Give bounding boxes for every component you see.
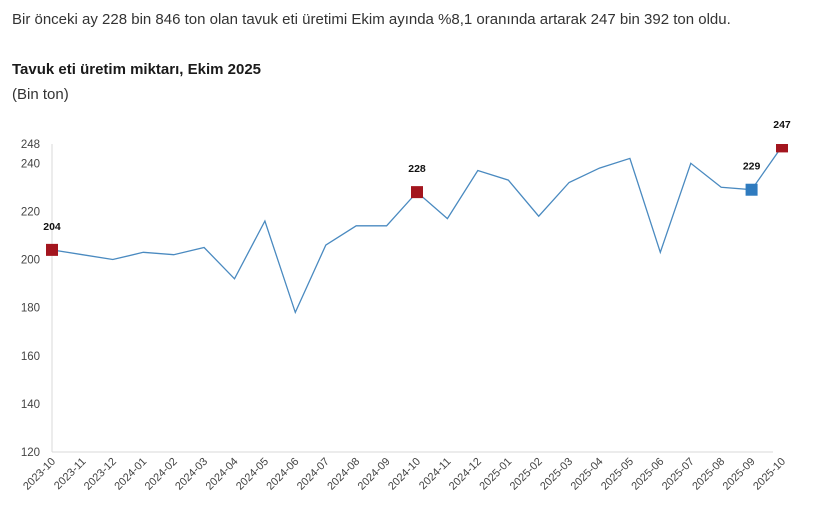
x-tick-label: 2024-04 [204,456,241,493]
y-tick-label: 220 [21,206,40,218]
x-tick-label: 2025-08 [690,456,727,493]
y-tick-label: 160 [21,351,40,363]
y-tick-label: 248 [21,139,40,151]
x-tick-label: 2025-06 [629,456,666,493]
x-tick-label: 2024-08 [325,456,362,493]
data-annotations: 204 228 229 247 [43,119,791,256]
y-axis: 120 140 160 180 200 220 240 248 [21,139,53,459]
x-tick-label: 2025-10 [751,456,788,493]
highlight-marker [745,183,758,196]
chart-title: Tavuk eti üretim miktarı, Ekim 2025 [12,61,262,78]
x-axis: 2023-102023-112023-122024-012024-022024-… [21,451,788,493]
x-tick-label: 2024-12 [447,456,484,493]
data-label: 228 [408,163,426,175]
highlight-marker [776,144,788,153]
x-tick-label: 2024-10 [386,456,423,493]
x-tick-label: 2025-07 [660,456,697,493]
highlight-marker [46,243,58,256]
x-tick-label: 2024-02 [143,456,180,493]
y-tick-label: 200 [21,255,40,267]
x-tick-label: 2025-03 [538,456,575,493]
x-tick-label: 2025-02 [508,456,545,493]
headline-text: Bir önceki ay 228 bin 846 ton olan tavuk… [12,11,731,28]
x-tick-label: 2024-03 [173,456,210,493]
x-tick-label: 2023-12 [82,456,119,493]
chart-subtitle: (Bin ton) [12,86,69,103]
x-tick-label: 2025-09 [721,456,758,493]
y-tick-label: 240 [21,158,40,170]
y-tick-label: 180 [21,303,40,315]
highlight-marker [411,186,423,199]
data-label: 204 [43,221,61,233]
x-tick-label: 2025-05 [599,456,636,493]
x-tick-label: 2024-09 [356,456,393,493]
x-tick-label: 2024-07 [295,456,332,493]
y-tick-label: 120 [21,447,40,459]
x-tick-label: 2023-10 [21,456,58,493]
x-tick-label: 2025-01 [477,456,514,493]
y-tick-label: 140 [21,399,40,411]
x-tick-label: 2024-06 [264,456,301,493]
x-tick-label: 2025-04 [569,456,606,493]
data-label: 247 [773,119,791,131]
data-label: 229 [743,161,761,173]
x-tick-label: 2024-05 [234,456,271,493]
x-tick-label: 2024-01 [112,456,149,493]
